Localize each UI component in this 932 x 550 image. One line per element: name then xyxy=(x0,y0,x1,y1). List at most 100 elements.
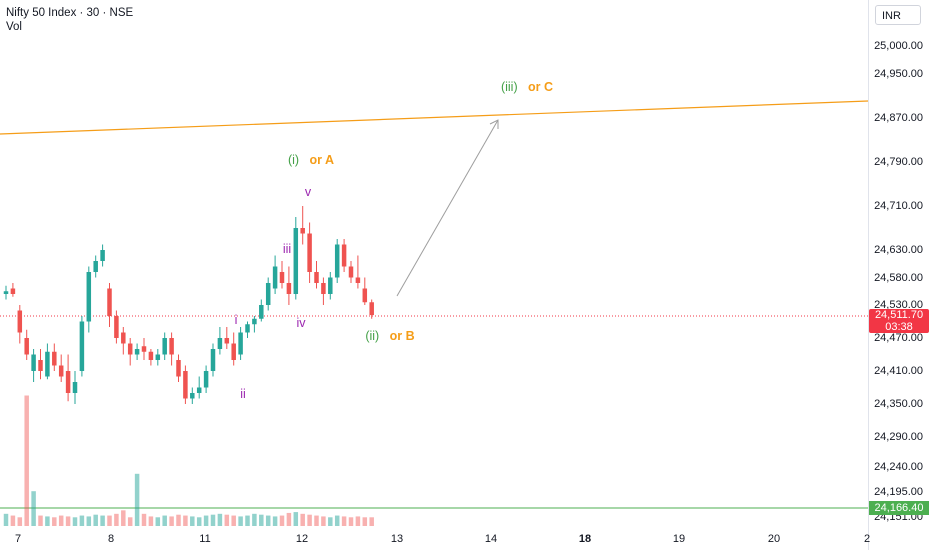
x-tick: 8 xyxy=(107,533,115,545)
y-tick: 24,950.00 xyxy=(874,68,923,80)
candle-body xyxy=(196,387,202,393)
last-price-value: 24,511.70 xyxy=(874,309,924,321)
symbol-legend[interactable]: Nifty 50 Index · 30 · NSE xyxy=(6,6,133,21)
volume-bar xyxy=(321,516,326,526)
candle-body xyxy=(45,351,50,377)
volume-bar xyxy=(24,395,29,526)
candle-body xyxy=(341,244,347,267)
subwave-label-iv[interactable]: iv xyxy=(296,316,306,330)
x-tick: 20 xyxy=(767,533,781,545)
candle-body xyxy=(58,365,64,377)
candle-body xyxy=(17,310,23,333)
candle-body xyxy=(252,318,257,325)
x-tick: 7 xyxy=(14,533,22,545)
candle-body xyxy=(114,316,119,338)
y-tick: 24,580.00 xyxy=(874,272,923,284)
y-tick: 24,195.00 xyxy=(874,486,923,498)
candle-body xyxy=(259,305,264,319)
candle-body xyxy=(162,338,167,355)
y-tick: 24,240.00 xyxy=(874,461,923,473)
volume-bar xyxy=(252,513,257,526)
candle-body xyxy=(245,324,250,333)
volume-bar xyxy=(65,516,71,526)
candle-body xyxy=(148,351,154,360)
y-tick: 24,470.00 xyxy=(874,332,923,344)
volume-bar xyxy=(141,513,147,526)
currency-selector[interactable]: INR xyxy=(875,5,921,25)
volume-bar xyxy=(155,517,161,526)
y-tick: 24,710.00 xyxy=(874,200,923,212)
projection-arrow xyxy=(396,119,499,297)
candle-body xyxy=(321,283,326,294)
volume-bar xyxy=(93,514,98,526)
subwave-label-ii[interactable]: ii xyxy=(240,387,246,401)
y-tick: 24,790.00 xyxy=(874,156,923,168)
volume-bar xyxy=(328,517,333,526)
candle-body xyxy=(141,346,147,352)
volume-bar xyxy=(100,515,105,526)
volume-bar xyxy=(114,513,119,526)
volume-bar xyxy=(334,515,340,526)
candle-body xyxy=(3,291,9,294)
y-tick: 24,530.00 xyxy=(874,299,923,311)
x-tick: 18 xyxy=(578,533,592,545)
wave-label-green: (i) xyxy=(287,153,300,167)
volume-bar xyxy=(52,517,57,526)
subwave-label-v[interactable]: v xyxy=(304,185,312,199)
candle-body xyxy=(210,349,216,371)
volume-bar xyxy=(203,515,209,526)
candle-body xyxy=(286,283,292,294)
volume-bar xyxy=(314,515,319,526)
volume-bar xyxy=(369,517,374,526)
volume-bar xyxy=(196,517,202,526)
x-tick: 11 xyxy=(199,533,211,545)
candle-body xyxy=(10,288,16,294)
volume-bar xyxy=(279,515,285,526)
x-tick: 14 xyxy=(484,533,498,545)
volume-bar xyxy=(210,514,216,526)
candle-body xyxy=(272,266,278,289)
volume-bar xyxy=(107,515,112,526)
volume-bar xyxy=(3,513,9,526)
volume-bar xyxy=(348,517,354,526)
candle-body xyxy=(231,343,236,360)
candle-body xyxy=(334,244,340,278)
wave-label-iii-c[interactable]: (iii) or C xyxy=(501,80,553,94)
volume-bars-group xyxy=(3,395,374,526)
volume-bar xyxy=(121,510,126,526)
x-tick: 19 xyxy=(672,533,686,545)
symbol-title[interactable]: Nifty 50 Index · 30 · NSE xyxy=(6,7,134,19)
subwave-label-iii[interactable]: iii xyxy=(282,242,292,256)
wave-label-i-a[interactable]: (i) or A xyxy=(288,153,334,167)
volume-bar xyxy=(176,514,181,526)
y-tick: 25,000.00 xyxy=(874,40,923,52)
subwave-label-i[interactable]: i xyxy=(234,313,238,327)
candle-body xyxy=(86,272,92,322)
candle-body xyxy=(328,277,333,294)
candle-body xyxy=(369,302,374,316)
low-price-badge[interactable]: 24,166.40 xyxy=(869,501,929,515)
volume-bar xyxy=(86,516,92,526)
volume-bar xyxy=(10,515,16,526)
volume-bar xyxy=(259,514,264,526)
last-price-badge[interactable]: 24,511.70 03:38 xyxy=(869,309,929,333)
wave-label-green: (ii) xyxy=(365,329,380,343)
volume-legend[interactable]: Vol xyxy=(6,21,22,33)
candle-body xyxy=(190,393,195,399)
candle-body xyxy=(79,321,85,371)
volume-bar xyxy=(265,515,271,526)
y-tick: 24,870.00 xyxy=(874,112,923,124)
x-tick: 2 xyxy=(863,533,871,545)
volume-bar xyxy=(300,513,305,526)
volume-bar xyxy=(293,512,299,526)
wave-label-ii-b[interactable]: (ii) or B xyxy=(365,329,414,343)
candle-body xyxy=(348,266,354,278)
volume-bar xyxy=(245,515,250,526)
volume-bar xyxy=(79,515,85,526)
volume-bar xyxy=(31,491,36,526)
volume-bar xyxy=(217,513,223,526)
volume-bar xyxy=(134,473,140,526)
candle-body xyxy=(314,272,319,283)
